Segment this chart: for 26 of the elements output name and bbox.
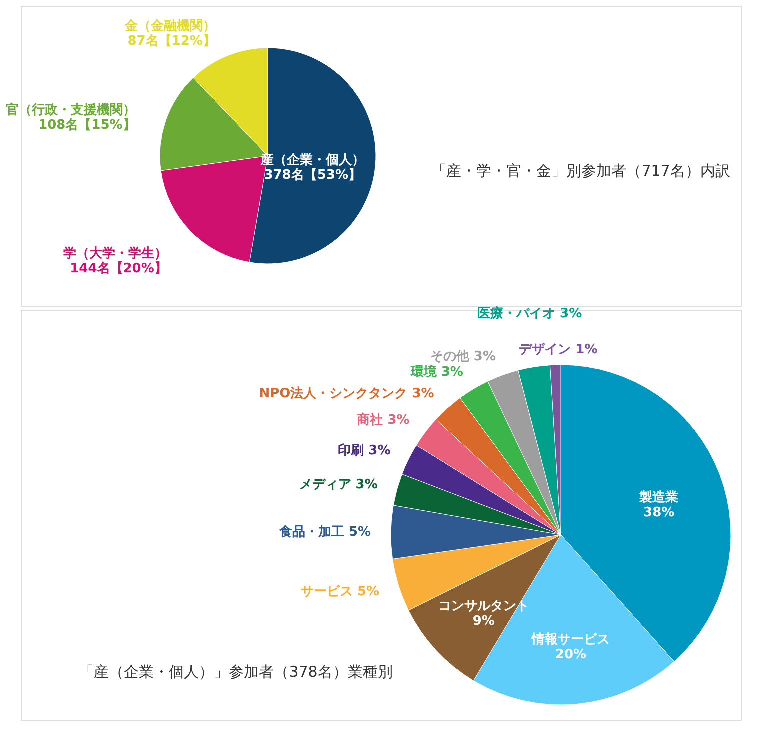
slice-label: 商社 3% — [356, 412, 410, 428]
data-label: 144名【20%】 — [70, 260, 168, 276]
slice-label: 環境 3% — [410, 364, 464, 380]
slice-label: コンサルタント — [438, 599, 530, 614]
slice-label: 情報サービス — [530, 632, 610, 648]
slice-label: 金（金融機関） — [124, 19, 216, 34]
data-label: 87名【12%】 — [128, 33, 216, 50]
slice-label: 医療・バイオ 3% — [478, 306, 582, 322]
slice-label: NPO法人・シンクタンク 3% — [259, 386, 434, 402]
text: 「産（企業・個人）」参加者（378名）業種別 — [79, 663, 393, 681]
data-label: 108名【15%】 — [38, 116, 136, 133]
slice-label: 官（行政・支援機関） — [6, 102, 136, 118]
data-label: 38% — [644, 506, 675, 521]
slice-label: 産（企業・個人） — [260, 152, 365, 168]
text: 「産・学・官・金」別参加者（717名）内訳 — [432, 162, 730, 180]
slice-label: メディア 3% — [299, 477, 378, 492]
slice-label: サービス 5% — [300, 584, 380, 600]
data-label: 378名【53%】 — [264, 166, 362, 183]
data-label: 20% — [555, 648, 587, 663]
slice-label: 印刷 3% — [338, 442, 391, 459]
slice-label: その他 3% — [430, 349, 496, 364]
slice-label: 食品・加工 5% — [278, 524, 372, 540]
slice-label: 製造業 — [638, 490, 679, 506]
slice-label: デザイン 1% — [519, 342, 598, 358]
data-label: 9% — [472, 614, 495, 630]
slice-label: 学（大学・学生） — [63, 246, 168, 262]
